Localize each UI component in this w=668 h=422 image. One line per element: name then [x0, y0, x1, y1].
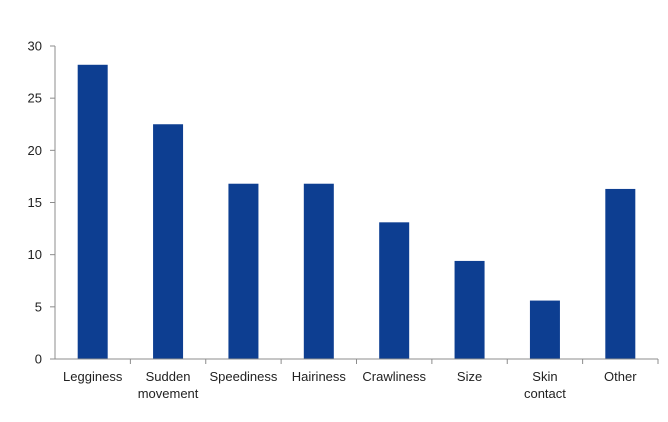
x-tick-label: Other [604, 369, 637, 384]
bar [454, 260, 485, 359]
bars [77, 64, 636, 359]
y-axis: 0 5 10 15 20 25 30 [28, 39, 56, 367]
y-tick-label: 25 [28, 91, 42, 106]
x-tick-label: Skin contact [524, 369, 566, 401]
bar [303, 183, 334, 359]
bar [379, 222, 410, 359]
bar [228, 183, 259, 359]
x-tick-label: Crawliness [362, 369, 426, 384]
x-tick-label: Sudden movement [138, 369, 199, 401]
y-tick-label: 0 [35, 352, 42, 367]
bar [77, 64, 108, 359]
x-tick-label: Size [457, 369, 482, 384]
x-tick-label: Legginess [63, 369, 123, 384]
y-tick-label: 10 [28, 247, 42, 262]
x-tick-label: Hairiness [292, 369, 347, 384]
y-tick-label: 30 [28, 39, 42, 54]
bar [153, 124, 184, 359]
x-tick-label: Speediness [209, 369, 277, 384]
y-tick-label: 20 [28, 143, 42, 158]
bar [605, 188, 636, 359]
x-axis: Legginess Sudden movement Speediness Hairine… [55, 358, 659, 401]
bar [529, 300, 560, 359]
y-tick-label: 15 [28, 195, 42, 210]
y-tick-label: 5 [35, 299, 42, 314]
